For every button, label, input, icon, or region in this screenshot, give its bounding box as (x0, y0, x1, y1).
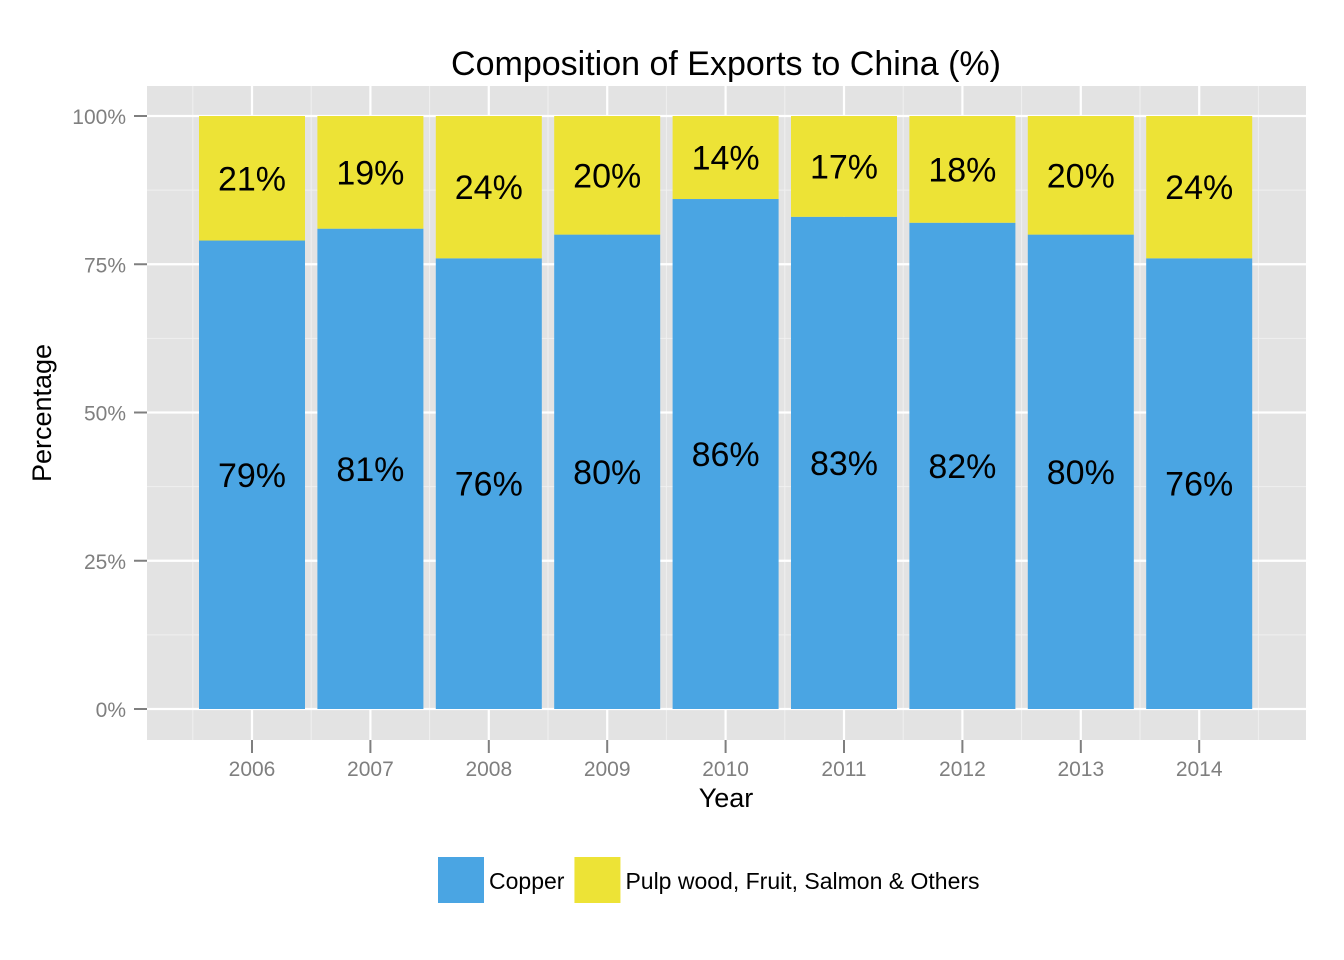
bar-segment-2013-series-1 (1027, 116, 1134, 235)
x-tick-label: 2013 (1057, 758, 1104, 781)
bar-segment-2010-series-0 (672, 199, 779, 709)
bar-label-2007-series-0: 81% (336, 451, 404, 489)
legend-label-1: Pulp wood, Fruit, Salmon & Others (625, 868, 979, 894)
bar-segment-2011-series-0 (791, 216, 897, 709)
chart-title: Composition of Exports to China (%) (451, 45, 1001, 83)
bar-label-2006-series-0: 79% (218, 457, 286, 495)
bars (199, 116, 1253, 710)
x-axis: 2006 2007 2008 2009 2010 2011 2012 2013 2014 (229, 740, 1223, 781)
bar-label-2008-series-0: 76% (455, 466, 523, 504)
legend-key-0 (438, 857, 484, 903)
legend-key-1 (574, 857, 621, 903)
x-tick-label: 2007 (347, 758, 394, 781)
bar-label-2006-series-1: 21% (218, 160, 286, 198)
x-tick-label: 2006 (229, 758, 276, 781)
x-tick-label: 2008 (465, 758, 512, 781)
y-tick-label: 50% (84, 403, 126, 426)
bar-segment-2014-series-1 (1146, 116, 1253, 259)
bar-segment-2011-series-1 (791, 116, 897, 217)
bar-segment-2006-series-1 (199, 116, 305, 241)
bar-label-2012-series-1: 18% (928, 151, 996, 189)
bar-label-2011-series-0: 83% (810, 445, 878, 483)
bar-segment-2007-series-1 (317, 116, 424, 229)
legend: Copper Pulp wood, Fruit, Salmon & Others (438, 857, 980, 903)
bar-segment-2009-series-0 (554, 234, 661, 709)
bar-segment-2008-series-0 (435, 258, 542, 709)
bar-segment-2007-series-0 (317, 228, 424, 710)
x-tick-label: 2011 (821, 758, 866, 781)
x-tick-label: 2012 (939, 758, 986, 781)
y-axis-title: Percentage (27, 344, 57, 482)
bar-segment-2010-series-1 (672, 116, 779, 200)
bar-label-2008-series-1: 24% (455, 169, 523, 207)
y-axis: 0% 25% 50% 75% 100% (72, 106, 147, 722)
y-tick-label: 100% (72, 106, 126, 129)
bar-label-2009-series-0: 80% (573, 454, 641, 492)
bar-segment-2006-series-0 (199, 240, 305, 709)
bar-segment-2009-series-1 (554, 116, 661, 235)
bar-labels: 79% 21% 81% 19% 76% 24% 80% 20% 86% 14% 83% 17% 82% 1… (218, 140, 1233, 504)
bar-label-2010-series-1: 14% (692, 140, 760, 178)
y-tick-label: 25% (84, 551, 126, 574)
bar-label-2013-series-1: 20% (1047, 157, 1115, 195)
bar-label-2009-series-1: 20% (573, 157, 641, 195)
bar-segment-2012-series-1 (909, 116, 1016, 223)
bar-segment-2013-series-0 (1027, 234, 1134, 709)
y-tick-label: 0% (96, 699, 126, 722)
x-axis-title: Year (699, 783, 754, 813)
bar-segment-2008-series-1 (435, 116, 542, 259)
bar-label-2014-series-1: 24% (1165, 169, 1233, 207)
bar-label-2007-series-1: 19% (336, 154, 404, 192)
bar-label-2011-series-1: 17% (810, 148, 878, 186)
bar-label-2014-series-0: 76% (1165, 466, 1233, 504)
x-tick-label: 2009 (584, 758, 631, 781)
bar-label-2013-series-0: 80% (1047, 454, 1115, 492)
x-tick-label: 2010 (702, 758, 749, 781)
bar-label-2010-series-0: 86% (692, 436, 760, 474)
bar-label-2012-series-0: 82% (928, 448, 996, 486)
y-tick-label: 75% (84, 254, 126, 277)
x-tick-label: 2014 (1176, 758, 1223, 781)
bar-segment-2012-series-0 (909, 222, 1016, 710)
bar-segment-2014-series-0 (1146, 258, 1253, 709)
legend-label-0: Copper (489, 868, 565, 894)
